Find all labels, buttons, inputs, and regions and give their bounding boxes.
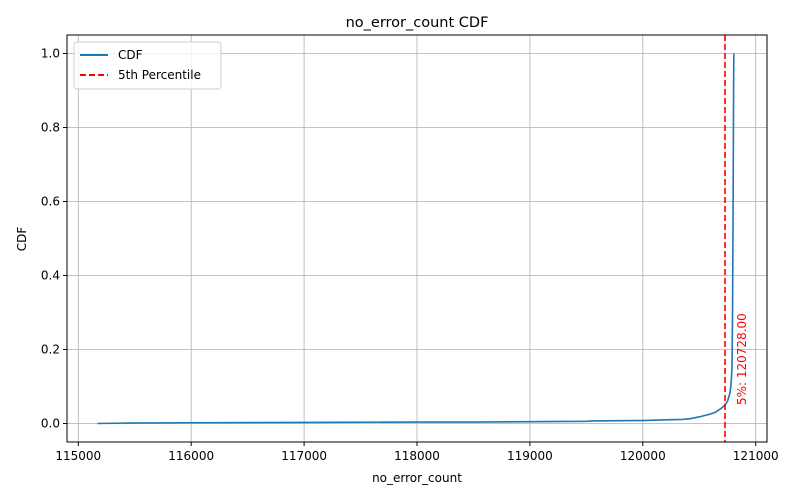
y-tick-label: 1.0 (41, 47, 60, 61)
legend-box (73, 41, 222, 90)
y-axis-label: CDF (15, 227, 29, 252)
chart-title: no_error_count CDF (346, 15, 489, 31)
x-axis-label: no_error_count (372, 471, 462, 485)
percentile-annotation: 5%: 120728.00 (735, 313, 749, 405)
y-tick-label: 0.4 (41, 269, 60, 283)
y-tick-label: 0.8 (41, 121, 60, 135)
y-axis-ticks: 0.0 0.2 0.4 0.6 0.8 1.0 (41, 47, 67, 431)
y-tick-label: 0.2 (41, 343, 60, 357)
x-tick-label: 119000 (507, 449, 553, 463)
legend: CDF 5th Percentile (73, 41, 222, 90)
series-layer (97, 53, 735, 425)
x-tick-label: 120000 (620, 449, 666, 463)
x-axis-ticks: 115000 116000 117000 118000 119000 120000 1210… (55, 442, 779, 463)
grid-lines (67, 35, 767, 442)
legend-label-cdf: CDF (118, 48, 143, 62)
x-tick-label: 121000 (733, 449, 779, 463)
x-tick-label: 118000 (394, 449, 440, 463)
plot-frame (66, 34, 768, 443)
x-tick-label: 115000 (55, 449, 101, 463)
x-tick-label: 116000 (168, 449, 214, 463)
x-tick-label: 117000 (281, 449, 327, 463)
y-tick-label: 0.6 (41, 195, 60, 209)
legend-label-5th-percentile: 5th Percentile (118, 68, 201, 82)
y-tick-label: 0.0 (41, 417, 60, 431)
series-line-cdf (97, 53, 735, 425)
